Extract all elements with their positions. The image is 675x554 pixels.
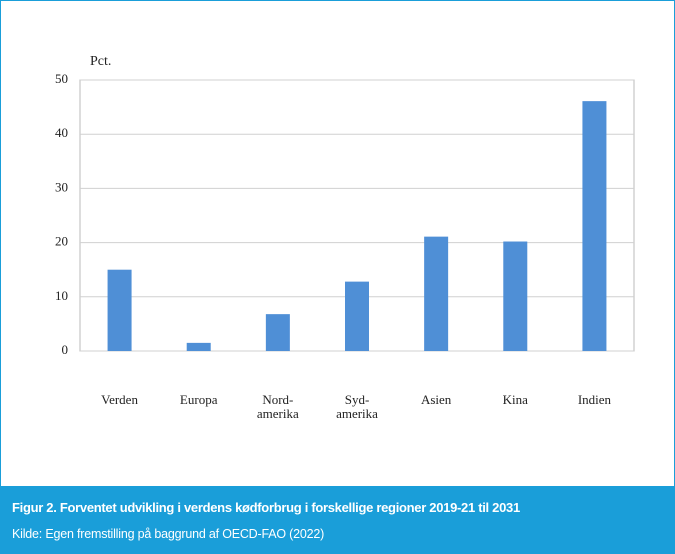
caption-source: Kilde: Egen fremstilling på baggrund af … (12, 527, 325, 541)
bar (186, 342, 211, 351)
bar (503, 241, 528, 351)
bar (424, 236, 449, 351)
y-axis-label: Pct. (90, 54, 111, 69)
chart: Pct. 0 10 20 30 40 50 (0, 0, 675, 486)
bar (107, 269, 132, 351)
y-tick-label: 0 (62, 342, 69, 357)
y-tick-label: 40 (55, 125, 68, 140)
bar (265, 314, 290, 351)
caption-title: Figur 2. Forventet udvikling i verdens k… (12, 500, 520, 515)
x-tick-label: Europa (179, 392, 218, 407)
bar (582, 101, 607, 351)
x-tick-label: Syd- amerika (336, 392, 378, 421)
x-tick-label: Asien (420, 392, 452, 407)
x-tick-label: Indien (577, 392, 612, 407)
y-tick-label: 50 (55, 71, 68, 86)
x-tick-label: Kina (502, 392, 528, 407)
bar (345, 281, 369, 351)
x-tick-label: Verden (101, 392, 138, 407)
x-tick-label: Nord- amerika (256, 392, 299, 421)
y-tick-label: 20 (55, 234, 68, 249)
caption-band: Figur 2. Forventet udvikling i verdens k… (0, 486, 675, 554)
y-tick-label: 30 (55, 179, 68, 194)
y-tick-label: 10 (55, 288, 68, 303)
